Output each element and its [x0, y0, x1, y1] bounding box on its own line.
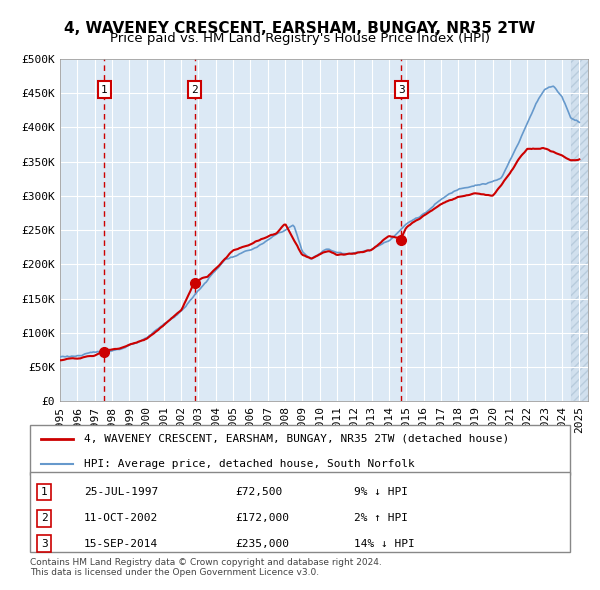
Bar	[571, 59, 588, 401]
Text: 1: 1	[41, 487, 47, 497]
Text: 15-SEP-2014: 15-SEP-2014	[84, 539, 158, 549]
Text: 4, WAVENEY CRESCENT, EARSHAM, BUNGAY, NR35 2TW: 4, WAVENEY CRESCENT, EARSHAM, BUNGAY, NR…	[64, 21, 536, 35]
Text: 2% ↑ HPI: 2% ↑ HPI	[354, 513, 408, 523]
Text: HPI: Average price, detached house, South Norfolk: HPI: Average price, detached house, Sout…	[84, 459, 415, 469]
Text: 2: 2	[191, 85, 198, 95]
Text: £172,000: £172,000	[235, 513, 289, 523]
Text: £72,500: £72,500	[235, 487, 283, 497]
Text: Contains HM Land Registry data © Crown copyright and database right 2024.
This d: Contains HM Land Registry data © Crown c…	[30, 558, 382, 577]
Text: 25-JUL-1997: 25-JUL-1997	[84, 487, 158, 497]
FancyBboxPatch shape	[30, 472, 570, 552]
Text: 1: 1	[101, 85, 108, 95]
Text: 2: 2	[41, 513, 47, 523]
Text: 9% ↓ HPI: 9% ↓ HPI	[354, 487, 408, 497]
Text: 11-OCT-2002: 11-OCT-2002	[84, 513, 158, 523]
Text: 14% ↓ HPI: 14% ↓ HPI	[354, 539, 415, 549]
Bar	[571, 59, 588, 401]
FancyBboxPatch shape	[30, 425, 570, 475]
Text: 3: 3	[398, 85, 404, 95]
Text: Price paid vs. HM Land Registry's House Price Index (HPI): Price paid vs. HM Land Registry's House …	[110, 32, 490, 45]
Text: 3: 3	[41, 539, 47, 549]
Text: £235,000: £235,000	[235, 539, 289, 549]
Text: 4, WAVENEY CRESCENT, EARSHAM, BUNGAY, NR35 2TW (detached house): 4, WAVENEY CRESCENT, EARSHAM, BUNGAY, NR…	[84, 434, 509, 444]
